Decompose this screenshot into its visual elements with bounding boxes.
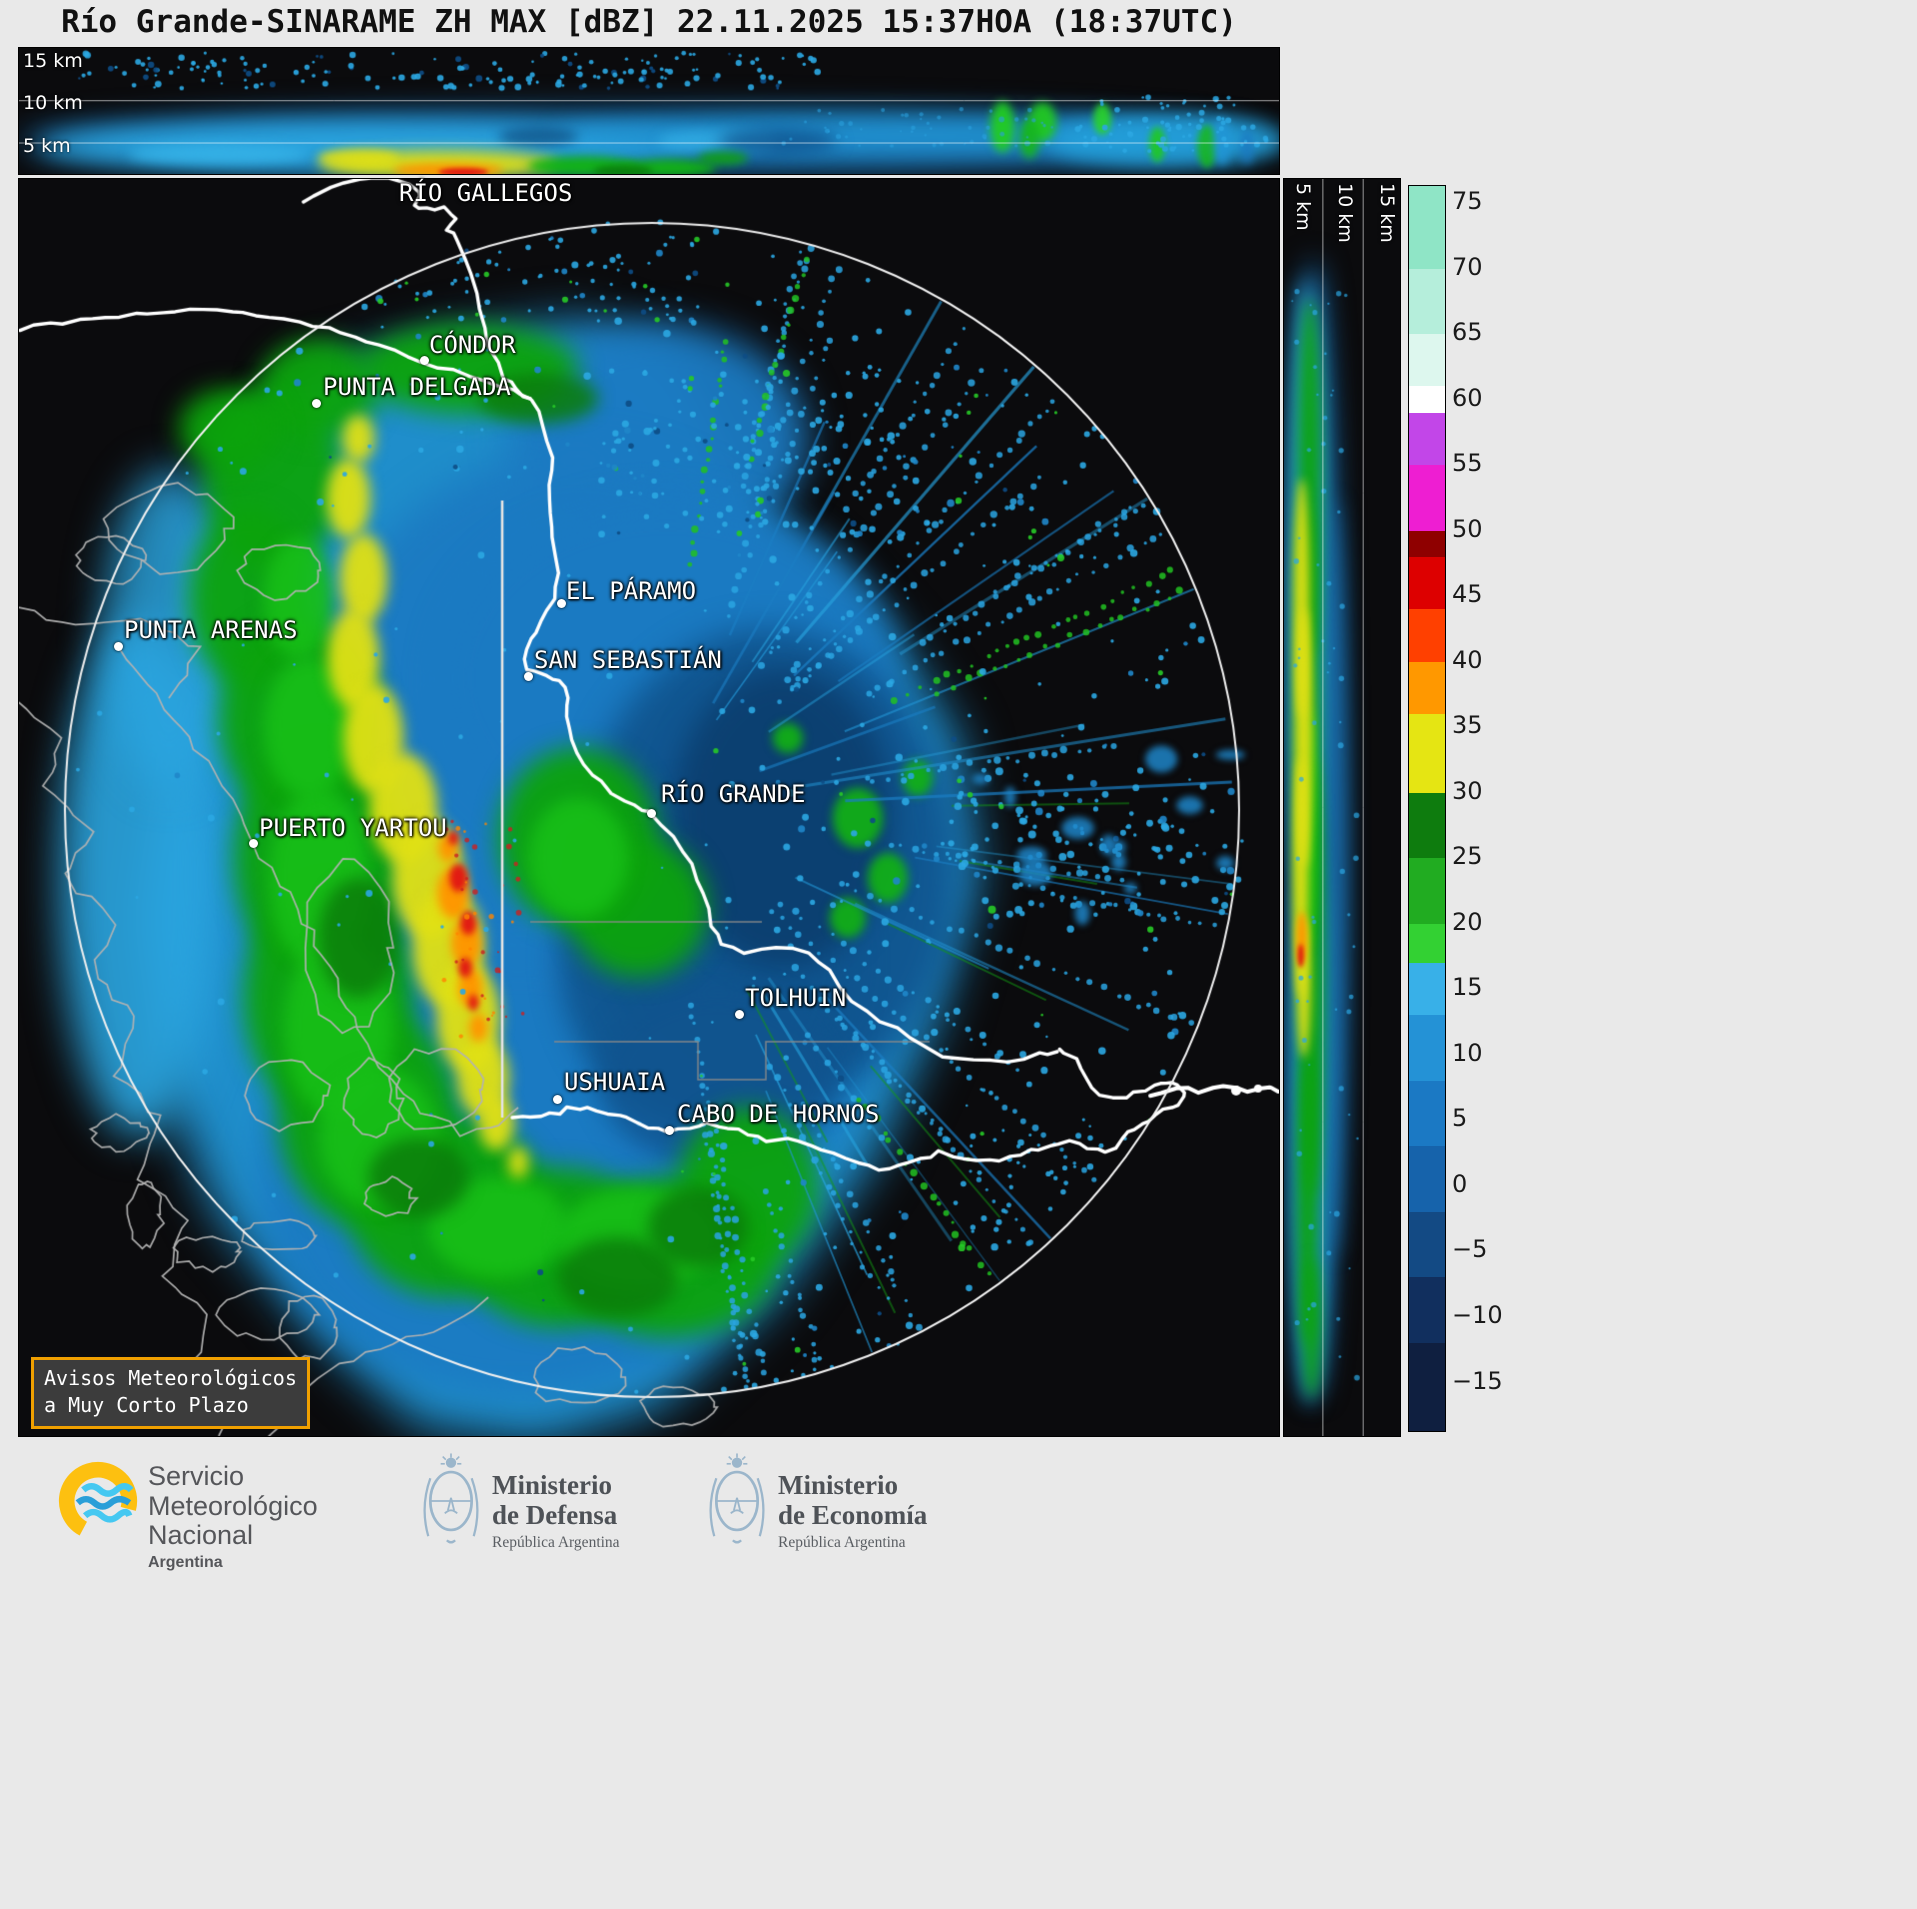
colorbar-segment [1409,792,1445,859]
economia-line-1: Ministerio [778,1470,898,1500]
radar-map-panel: RÍO GALLEGOS CÓNDOR PUNTA DELGADA EL PÁRAMO… [18,178,1280,1437]
axis-label-top-15km: 15 km [23,50,83,72]
economia-line-2: de Economía [778,1500,928,1531]
short-term-warnings-box[interactable]: Avisos Meteorológicos a Muy Corto Plazo [31,1357,310,1429]
warning-line-1: Avisos Meteorológicos [44,1366,297,1390]
dbz-colorbar [1408,185,1446,1432]
colorbar-segment [1409,386,1445,413]
defensa-sub: República Argentina [492,1534,620,1552]
defensa-name: Ministerio de Defensa República Argentin… [492,1470,620,1552]
axis-label-top-10km: 10 km [23,92,83,114]
colorbar-segment [1409,334,1445,387]
axis-label-right-5km: 5 km [1292,183,1314,231]
colorbar-tick-65: 65 [1452,318,1483,347]
top-cross-section-canvas [19,48,1279,174]
colorbar-tick-5: 5 [1452,1104,1468,1133]
colorbar-tick-60: 60 [1452,383,1483,412]
radar-map-canvas [19,179,1279,1436]
top-cross-section-panel: 15 km 10 km 5 km [18,47,1280,175]
axis-label-right-10km: 10 km [1334,183,1356,243]
colorbar-tick-15: 15 [1452,973,1483,1002]
smn-logo [52,1455,144,1552]
colorbar-segment [1409,1080,1445,1147]
smn-line-3: Nacional [148,1520,254,1551]
colorbar-tick--5: −5 [1452,1235,1488,1264]
smn-line-2: Meteorológico [148,1490,318,1521]
colorbar-tick-0: 0 [1452,1169,1468,1198]
colorbar-segment [1409,1277,1445,1343]
colorbar-tick-20: 20 [1452,907,1483,936]
dbz-colorbar-ticks: 75 70 65 60 55 50 45 40 35 30 25 20 15 10 5 0 −5 −10 −15 [1452,185,1522,1430]
colorbar-segment [1409,530,1445,557]
right-cross-section-canvas [1284,179,1400,1436]
economia-sub: República Argentina [778,1534,906,1552]
page-title: Río Grande-SINARAME ZH MAX [dBZ] 22.11.2… [61,4,1237,40]
colorbar-segment [1409,556,1445,610]
defensa-line-1: Ministerio [492,1470,612,1500]
colorbar-tick--10: −10 [1452,1300,1503,1329]
economia-name: Ministerio de Economía República Argenti… [778,1470,927,1552]
smn-name: Servicio Meteorológico Nacional Argentin… [148,1461,318,1572]
colorbar-tick-50: 50 [1452,514,1483,543]
colorbar-segment [1409,923,1445,963]
colorbar-tick-70: 70 [1452,252,1483,281]
smn-line-1: Servicio [148,1461,245,1491]
colorbar-segment [1409,1146,1445,1212]
colorbar-segment [1409,858,1445,924]
colorbar-tick-40: 40 [1452,645,1483,674]
axis-label-right-15km: 15 km [1376,183,1398,243]
colorbar-tick-10: 10 [1452,1038,1483,1067]
colorbar-segment [1409,609,1445,662]
colorbar-segment [1409,661,1445,715]
colorbar-tick-30: 30 [1452,776,1483,805]
colorbar-tick-45: 45 [1452,580,1483,609]
colorbar-segment [1409,1015,1445,1081]
colorbar-segment [1409,1342,1445,1431]
colorbar-segment [1409,963,1445,1016]
colorbar-tick-25: 25 [1452,842,1483,871]
colorbar-tick-75: 75 [1452,187,1483,216]
colorbar-segment [1409,186,1445,269]
colorbar-tick-55: 55 [1452,449,1483,478]
colorbar-tick-35: 35 [1452,711,1483,740]
colorbar-tick--15: −15 [1452,1366,1503,1395]
colorbar-segment [1409,268,1445,335]
defensa-coat-of-arms-icon [420,1453,482,1554]
axis-label-top-5km: 5 km [23,135,71,157]
colorbar-segment [1409,465,1445,531]
colorbar-segment [1409,714,1445,793]
defensa-line-2: de Defensa [492,1500,618,1531]
colorbar-segment [1409,1211,1445,1278]
warning-line-2: a Muy Corto Plazo [44,1393,249,1417]
right-cross-section-panel: 5 km 10 km 15 km [1283,178,1401,1437]
smn-country: Argentina [148,1554,223,1572]
colorbar-segment [1409,412,1445,466]
footer: Servicio Meteorológico Nacional Argentin… [0,1445,1917,1625]
economia-coat-of-arms-icon [706,1453,768,1554]
